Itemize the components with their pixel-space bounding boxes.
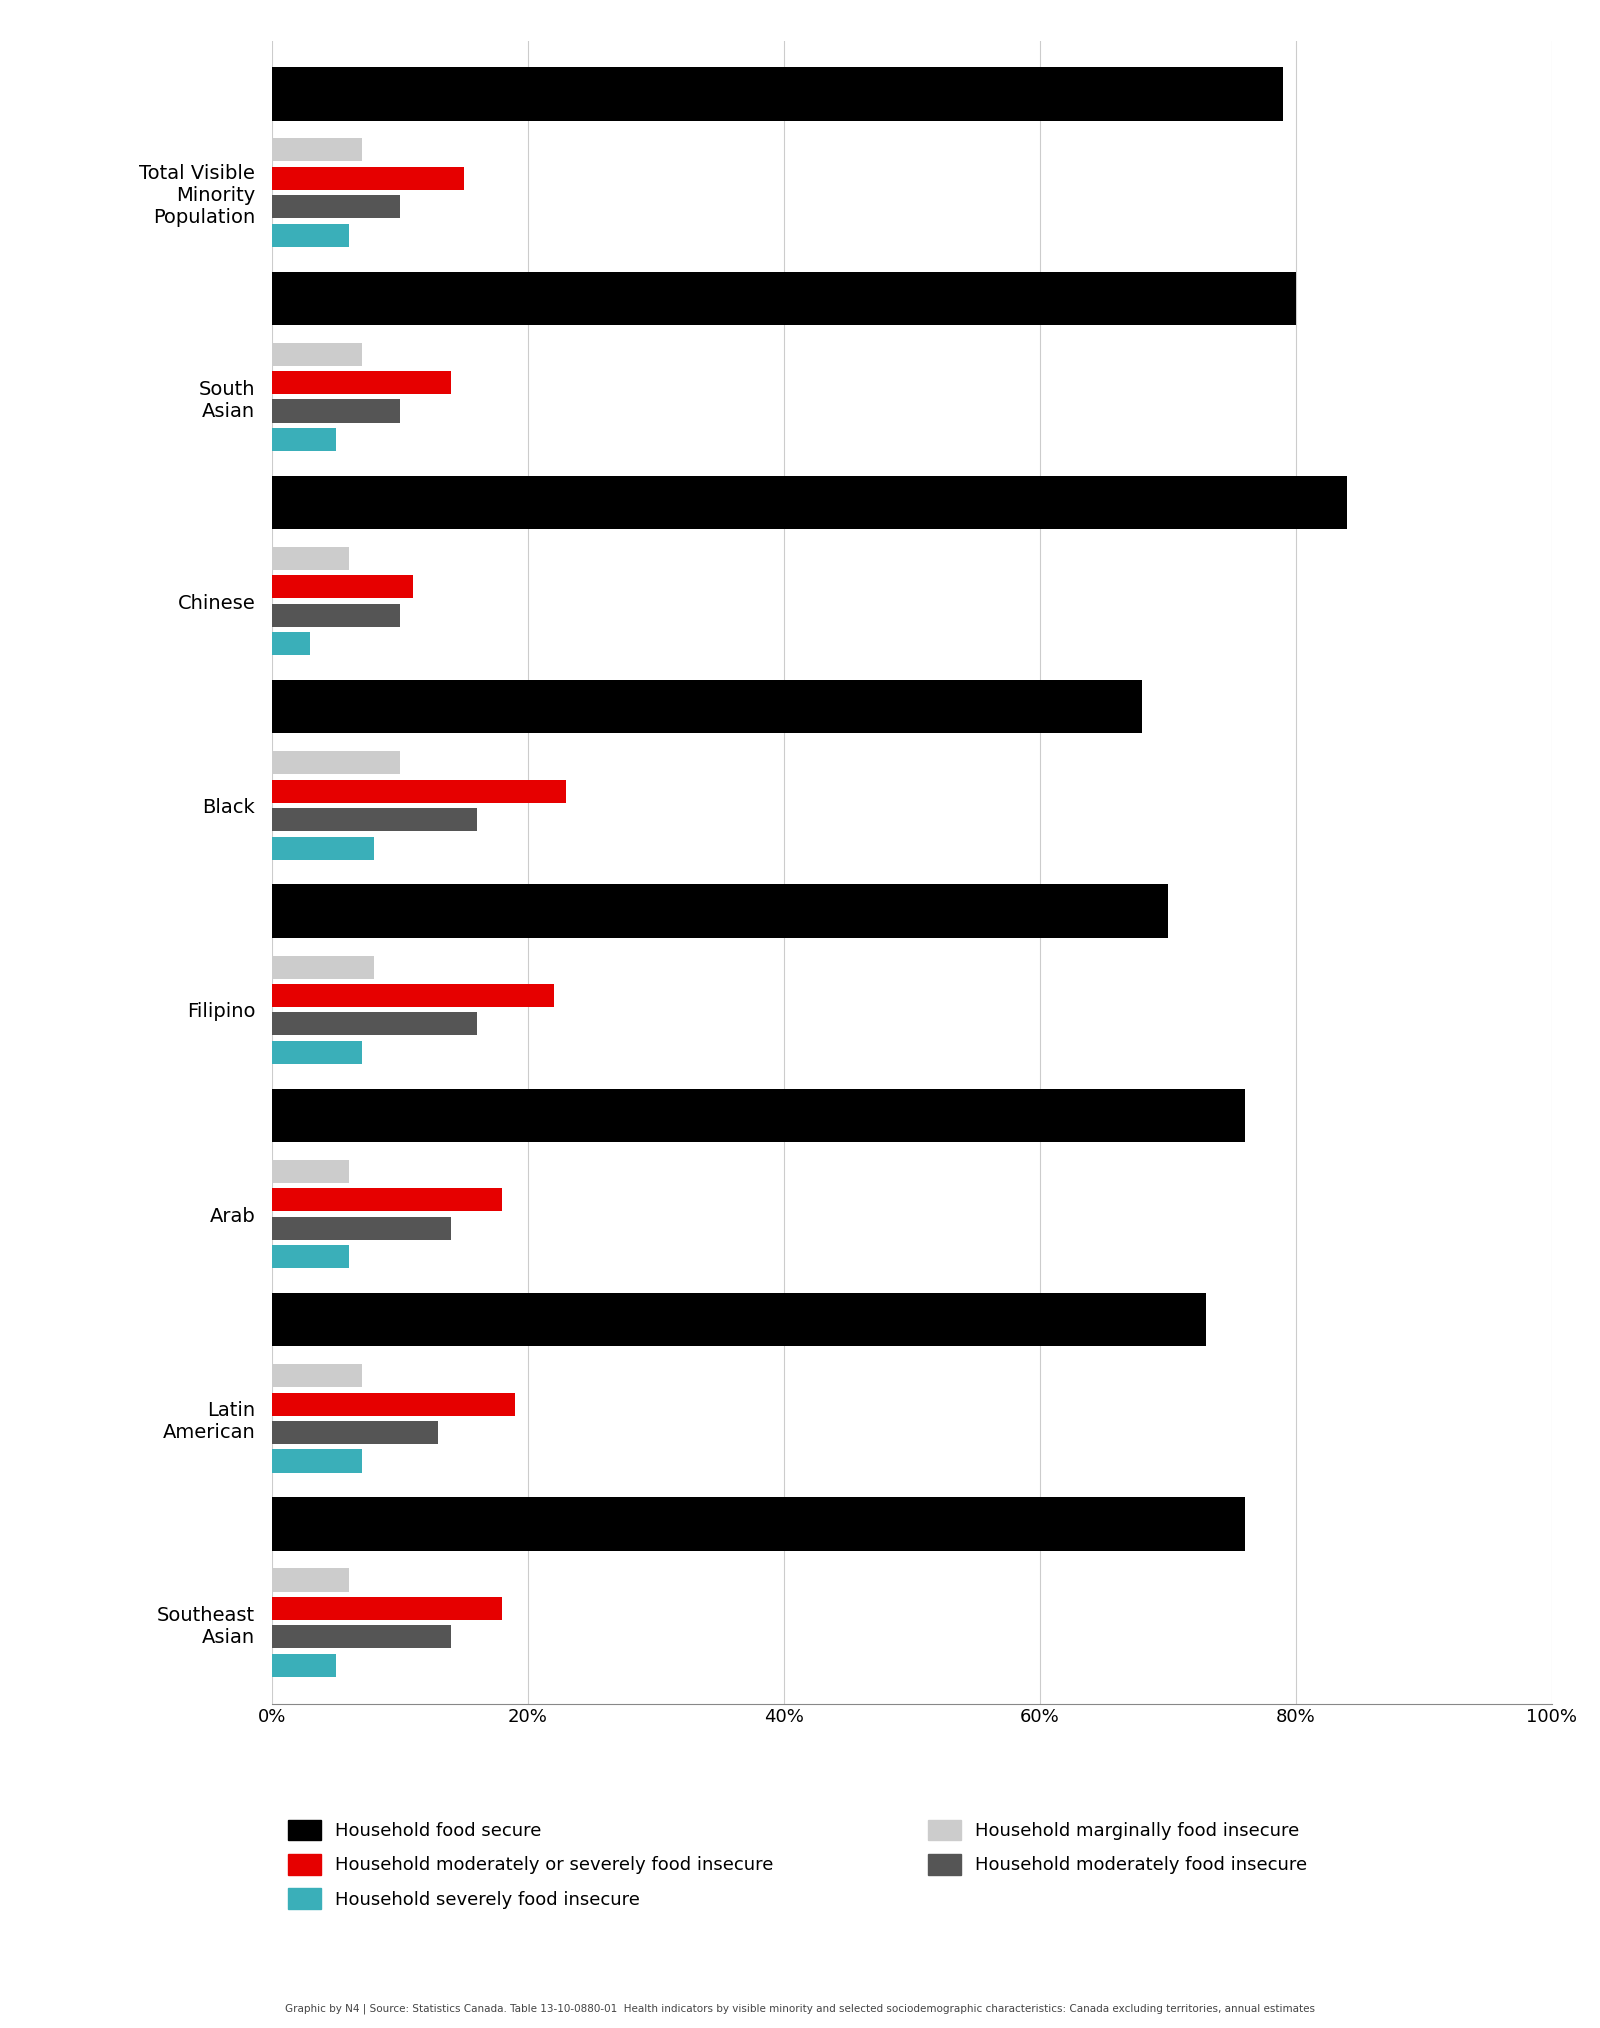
Bar: [272, 1653, 336, 1677]
Bar: [272, 195, 400, 219]
Bar: [272, 428, 336, 450]
Bar: [272, 1012, 477, 1036]
Bar: [272, 371, 451, 393]
Bar: [272, 1040, 362, 1065]
Bar: [272, 984, 554, 1008]
Bar: [272, 477, 1347, 529]
Bar: [272, 807, 477, 831]
Bar: [272, 1568, 349, 1592]
Bar: [272, 633, 310, 655]
Bar: [272, 836, 374, 860]
Bar: [272, 1245, 349, 1268]
Bar: [272, 779, 566, 803]
Bar: [272, 750, 400, 775]
Legend: Household marginally food insecure, Household moderately food insecure: Household marginally food insecure, Hous…: [922, 1813, 1315, 1882]
Bar: [272, 343, 362, 365]
Bar: [272, 955, 374, 980]
Bar: [272, 1188, 502, 1211]
Bar: [272, 576, 413, 598]
Bar: [272, 1450, 362, 1472]
Bar: [272, 1217, 451, 1239]
Bar: [272, 1393, 515, 1416]
Bar: [272, 1294, 1206, 1347]
Bar: [272, 272, 1296, 324]
Bar: [272, 1497, 1245, 1551]
Bar: [272, 1624, 451, 1649]
Bar: [272, 223, 349, 247]
Bar: [272, 1365, 362, 1387]
Bar: [272, 884, 1168, 937]
Bar: [272, 166, 464, 191]
Bar: [272, 679, 1142, 734]
Bar: [272, 400, 400, 422]
Bar: [272, 604, 400, 627]
Bar: [272, 138, 362, 162]
Bar: [272, 1422, 438, 1444]
Bar: [272, 1596, 502, 1620]
Bar: [272, 67, 1283, 120]
Bar: [272, 1160, 349, 1182]
Text: Graphic by N4 | Source: Statistics Canada. Table 13-10-0880-01  Health indicator: Graphic by N4 | Source: Statistics Canad…: [285, 2004, 1315, 2014]
Bar: [272, 548, 349, 570]
Bar: [272, 1089, 1245, 1142]
